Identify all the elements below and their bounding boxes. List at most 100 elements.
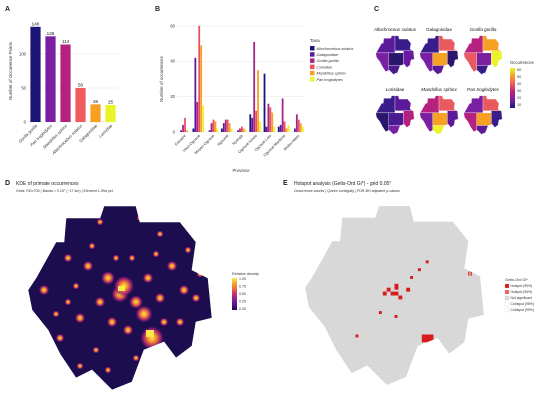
b-bar <box>241 126 243 132</box>
d-density-blob <box>154 292 166 304</box>
b-bar <box>228 123 231 132</box>
d-density-blob <box>166 260 178 272</box>
panel-e-letter: E <box>283 180 288 187</box>
c-colorbar-tick: 50 <box>517 75 521 79</box>
a-ytick-label: 50 <box>21 85 26 90</box>
c-colorbar-tick: 20 <box>517 96 521 100</box>
c-province <box>432 125 448 135</box>
d-density-blob <box>191 293 201 303</box>
a-bar <box>105 105 116 122</box>
d-density-blob <box>88 242 96 250</box>
d-density-core <box>146 330 154 337</box>
e-hotspot-cell <box>378 311 382 315</box>
d-density-core <box>118 286 125 291</box>
b-bar <box>285 128 288 132</box>
b-legend-label: Pan troglodytes <box>317 78 343 82</box>
b-bar <box>263 73 266 132</box>
e-legend-label: Not significant <box>511 296 532 300</box>
b-bar <box>220 128 223 132</box>
c-map <box>463 35 503 75</box>
b-legend-swatch <box>310 70 315 76</box>
e-hotspot-marker-core <box>469 273 471 275</box>
b-bar <box>196 101 199 132</box>
a-bar <box>90 104 101 122</box>
panel-a-letter: A <box>5 6 11 13</box>
e-legend-label: Hotspot (99%) <box>511 284 533 288</box>
b-bar <box>249 114 252 132</box>
c-province <box>375 95 396 114</box>
b-bar <box>297 119 300 132</box>
e-hotspot-cell <box>382 291 387 296</box>
c-outline <box>419 95 459 135</box>
a-data-label: 25 <box>108 100 114 105</box>
e-legend-title: Getis-Ord Gi* <box>505 278 528 282</box>
b-bar <box>184 117 186 132</box>
a-ylabel: Number of Occurrence Points <box>8 41 13 100</box>
c-province <box>388 52 404 66</box>
c-province <box>375 35 396 54</box>
e-outline <box>304 205 485 386</box>
c-province <box>403 110 415 135</box>
b-bar <box>244 130 247 132</box>
b-legend-label: Galagonidae <box>317 53 339 57</box>
b-legend-title: Taxa <box>310 38 320 43</box>
b-bar <box>192 128 195 132</box>
d-density-blob <box>135 305 153 323</box>
b-legend-swatch <box>310 77 315 82</box>
c-province <box>388 112 404 126</box>
panel-e-subtitle: Occurrence counts | Queen contiguity | F… <box>294 189 400 193</box>
d-density-blob <box>142 272 154 284</box>
b-legend-label: Mandrillus sphinx <box>317 72 347 76</box>
c-outline <box>375 95 415 135</box>
b-bar <box>186 130 188 132</box>
d-density-blob <box>92 346 100 354</box>
d-colorbar-tick: 0.25 <box>239 300 246 304</box>
b-legend-swatch <box>310 58 315 63</box>
b-bar <box>200 45 203 132</box>
d-density-blob <box>128 294 144 310</box>
e-hotspot-cell <box>386 287 391 292</box>
e-hotspot-cell <box>398 295 403 300</box>
d-density-blob <box>55 333 65 343</box>
e-legend-label: Coldspot (99%) <box>511 308 534 312</box>
b-xtick-label: Nyanga <box>232 133 245 146</box>
e-hotspot-cell <box>390 291 399 296</box>
b-ytick-label: 20 <box>170 94 175 99</box>
b-bar <box>237 130 239 132</box>
e-legend-swatch <box>504 301 510 307</box>
c-province <box>394 35 415 51</box>
c-province <box>438 95 459 111</box>
b-ytick-label: 60 <box>170 23 175 28</box>
b-ytick-label: 0 <box>173 129 176 134</box>
d-density-blob <box>82 260 94 272</box>
b-bar <box>224 119 227 132</box>
b-bar <box>251 117 254 132</box>
e-hotspot-marker-core <box>414 210 417 212</box>
c-legend-title: Occurrences <box>510 60 534 65</box>
b-bar <box>277 126 280 132</box>
c-map <box>419 35 459 75</box>
b-bar <box>214 121 217 132</box>
d-density-blob <box>132 354 140 362</box>
c-map-title: Mandrillus sphinx <box>421 87 457 92</box>
d-density-blob <box>63 253 73 263</box>
b-bar <box>295 114 298 132</box>
panel-d-subtitle: Grids 700×700 | Bands = 0.15° (~17 km) |… <box>16 189 113 193</box>
c-province <box>447 50 459 75</box>
c-province <box>491 110 503 135</box>
d-colorbar <box>232 278 237 310</box>
c-colorbar-tick: 60 <box>517 68 521 72</box>
b-bar <box>265 126 268 132</box>
b-bar <box>208 130 211 132</box>
d-colorbar-tick: 0.75 <box>239 285 246 289</box>
b-bar <box>259 121 261 132</box>
d-colorbar-tick: 0.00 <box>239 307 246 311</box>
e-grid-surface <box>304 205 485 386</box>
e-legend-swatch <box>504 283 510 289</box>
a-data-label: 50 <box>78 83 84 88</box>
c-province <box>447 110 459 135</box>
d-legend-title: Relative density <box>232 272 259 276</box>
a-data-label: 140 <box>32 21 40 26</box>
